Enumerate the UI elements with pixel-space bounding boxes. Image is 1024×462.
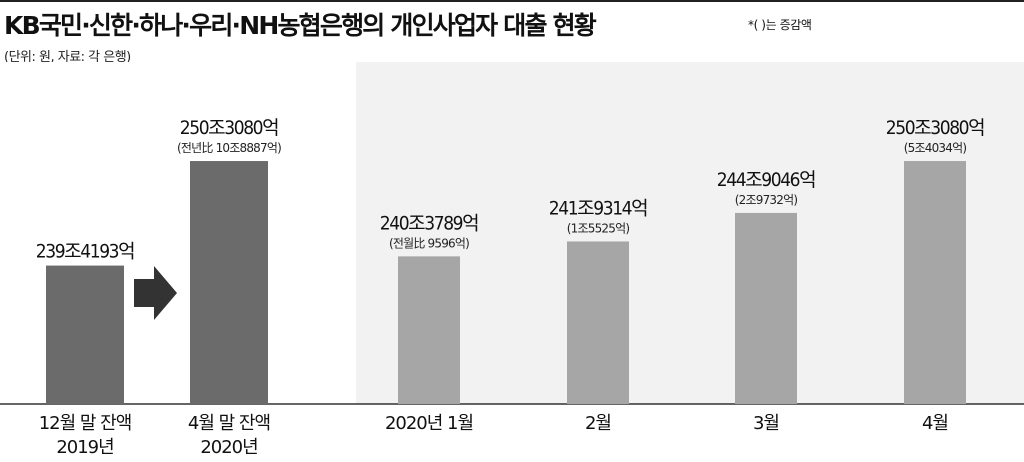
change-note: *( )는 증감액	[748, 18, 812, 32]
bar-value-label: 239조4193억	[36, 241, 134, 263]
bar-month-3	[904, 161, 966, 404]
bar-change-label: (전월比 9596억)	[389, 236, 469, 250]
header: KB국민·신한·하나·우리·NH농협은행의 개인사업자 대출 현황 *( )는 …	[0, 0, 1024, 65]
year-comparison-chart: 239조4193억 12월 말 잔액 2019년 250조3080억 (전년比 10조8…	[36, 117, 282, 458]
bar-value-label: 244조9046억	[717, 169, 815, 191]
unit-source-note: (단위: 원, 자료: 각 은행)	[4, 50, 131, 65]
category-label: 2020년 1월	[385, 413, 473, 434]
top-rule	[0, 0, 1024, 2]
bar-year-0	[46, 265, 124, 404]
category-label: 3월	[753, 413, 779, 434]
bar-value-label: 250조3080억	[180, 117, 278, 139]
bar-change-label: (5조4034억)	[904, 141, 967, 155]
bar-change-label: (2조9732억)	[735, 193, 798, 207]
monthly-chart: 240조3789억 (전월比 9596억) 2020년 1월 241조9314억 (1조…	[380, 117, 986, 434]
bar-change-label: (전년比 10조8887억)	[177, 141, 281, 155]
bar-month-0	[398, 256, 460, 404]
bar-value-label: 241조9314억	[549, 197, 647, 219]
right-arrow-icon	[134, 266, 177, 320]
category-label: 2020년	[200, 437, 257, 458]
bar-change-label: (1조5525억)	[567, 221, 630, 235]
bar-year-1	[190, 161, 268, 404]
category-label: 12월 말 잔액	[39, 413, 132, 434]
chart-title: KB국민·신한·하나·우리·NH농협은행의 개인사업자 대출 현황	[4, 11, 597, 40]
bar-month-1	[567, 241, 629, 404]
bar-month-2	[735, 212, 797, 404]
category-label: 2월	[585, 413, 611, 434]
bar-value-label: 250조3080억	[886, 117, 984, 139]
category-label: 4월 말 잔액	[188, 413, 270, 434]
bar-value-label: 240조3789억	[380, 212, 478, 234]
category-label: 2019년	[56, 437, 113, 458]
category-label: 4월	[922, 413, 948, 434]
